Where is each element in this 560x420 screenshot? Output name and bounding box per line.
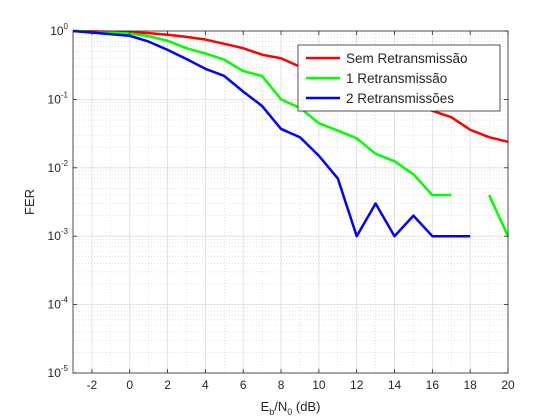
x-tick-label: 18 [463, 378, 477, 392]
legend-label-1: Sem Retransmissão [346, 51, 468, 66]
x-tick-label: 0 [126, 378, 133, 392]
x-tick-label: 12 [350, 378, 364, 392]
x-tick-label: -2 [87, 378, 98, 392]
legend: Sem Retransmissão 1 Retransmissão 2 Retran… [298, 45, 500, 111]
x-tick-label: 14 [388, 378, 402, 392]
x-tick-label: 6 [240, 378, 247, 392]
x-tick-label: 20 [501, 378, 515, 392]
x-tick-label: 2 [164, 378, 171, 392]
x-tick-label: 4 [202, 378, 209, 392]
legend-label-3: 2 Retransmissões [346, 91, 454, 106]
legend-label-2: 1 Retransmissão [346, 71, 447, 86]
x-tick-label: 10 [312, 378, 326, 392]
x-tick-label: 16 [426, 378, 440, 392]
y-axis-label: FER [22, 189, 37, 215]
x-tick-label: 8 [278, 378, 285, 392]
